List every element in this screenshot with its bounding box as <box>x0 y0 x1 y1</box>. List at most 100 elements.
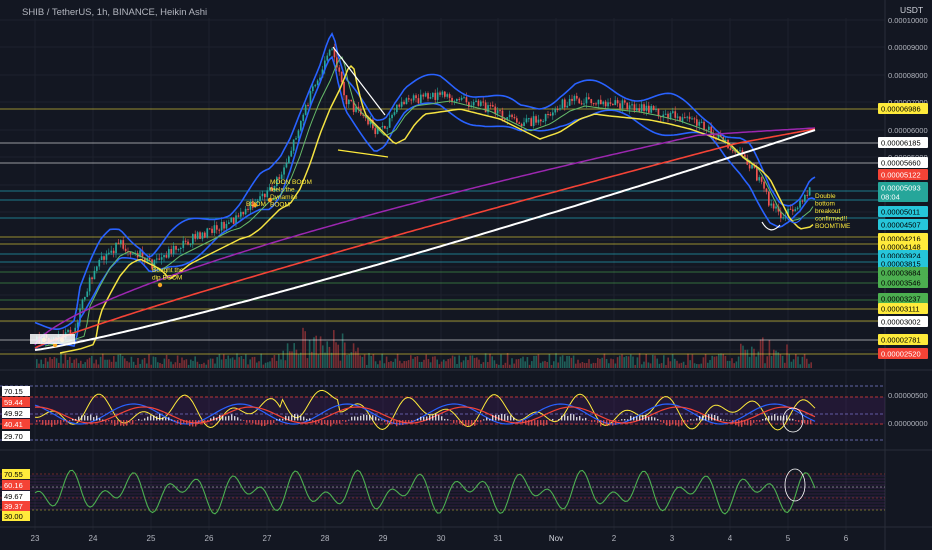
stoch-level-tag <box>2 511 30 521</box>
volume-bar <box>91 355 93 368</box>
volume-bar <box>405 361 408 368</box>
volume-bar <box>669 361 672 368</box>
volume-bar <box>258 361 260 368</box>
macd-histogram-bar <box>453 420 455 424</box>
macd-histogram-bar <box>318 420 320 424</box>
volume-bar <box>498 364 500 368</box>
candle-body <box>720 134 722 137</box>
macd-histogram-bar <box>537 420 539 427</box>
candle-body <box>110 250 113 253</box>
macd-histogram-bar <box>396 420 398 427</box>
volume-bar <box>667 357 669 368</box>
macd-histogram-bar <box>72 418 74 421</box>
volume-bar <box>119 353 122 368</box>
volume-bar <box>346 355 348 368</box>
macd-histogram-bar <box>297 414 299 421</box>
volume-bar <box>273 355 276 368</box>
macd-histogram-bar <box>726 419 728 421</box>
candle-body <box>316 80 319 85</box>
double-bottom-arc <box>784 214 804 224</box>
candle-body <box>88 277 91 292</box>
macd-histogram-bar <box>582 418 584 421</box>
volume-bar <box>341 333 344 368</box>
volume-bar <box>110 361 113 368</box>
macd-histogram-bar <box>402 420 404 426</box>
macd-histogram-bar <box>663 420 665 424</box>
candle-body <box>756 167 758 181</box>
volume-bar <box>687 353 689 368</box>
candle-body <box>172 245 175 254</box>
volume-bar <box>223 354 225 368</box>
volume-bar <box>702 357 705 368</box>
chart-title: SHIB / TetherUS, 1h, BINANCE, Heikin Ash… <box>22 7 207 18</box>
candle-body <box>160 257 163 260</box>
macd-histogram-bar <box>447 419 449 421</box>
volume-bar <box>64 353 67 368</box>
candle-body <box>268 187 271 191</box>
candle-body <box>86 291 89 297</box>
candle-body <box>772 203 775 209</box>
macd-histogram-bar <box>165 417 167 421</box>
volume-bar <box>766 356 768 368</box>
volume-bar <box>704 353 707 368</box>
candle-body <box>801 200 804 202</box>
candle-body <box>76 322 79 328</box>
macd-histogram-bar <box>753 420 755 423</box>
volume-bar <box>75 358 78 368</box>
macd-histogram-bar <box>60 420 62 425</box>
candle-body <box>396 104 398 113</box>
macd-histogram-bar <box>792 418 794 421</box>
candle-body <box>451 97 453 103</box>
volume-bar <box>553 361 555 368</box>
macd-histogram-bar <box>342 420 344 422</box>
volume-bar <box>185 359 188 368</box>
macd-histogram-bar <box>546 420 548 425</box>
macd-histogram-bar <box>474 420 476 426</box>
candle-body <box>225 223 228 229</box>
candle-body <box>724 139 727 141</box>
candle-body <box>753 164 756 168</box>
volume-bar <box>117 354 119 368</box>
volume-bar <box>625 355 628 368</box>
candle-body <box>688 116 691 119</box>
volume-bar <box>86 359 89 368</box>
price-tag-label: 0.00006986 <box>881 105 921 114</box>
volume-bar <box>546 362 548 368</box>
macd-histogram-bar <box>237 417 239 421</box>
candle-body <box>184 240 187 242</box>
time-tick-label: 27 <box>263 534 272 543</box>
volume-bar <box>658 363 661 368</box>
candle-body <box>652 106 655 111</box>
volume-bar <box>630 354 632 368</box>
volume-bar <box>102 353 104 368</box>
volume-bar <box>352 343 355 368</box>
macd-histogram-bar <box>384 420 386 423</box>
candle-body <box>465 97 468 103</box>
trend-line <box>332 46 386 116</box>
macd-histogram-bar <box>225 416 227 421</box>
volume-bar <box>121 356 124 368</box>
candle-body <box>240 211 242 217</box>
price-tag <box>878 191 928 202</box>
candle-body <box>523 122 525 127</box>
price-axis: 0.00010000 0.00009000 0.00008000 0.00007000… <box>878 16 928 359</box>
volume-bar <box>179 363 181 368</box>
time-tick-label: 30 <box>437 534 446 543</box>
macd-histogram-bar <box>618 420 620 422</box>
macd-histogram-bar <box>774 414 776 421</box>
volume-bar <box>623 357 625 368</box>
volume-bar <box>429 362 432 368</box>
candle-body <box>391 114 393 119</box>
macd-histogram-bar <box>657 419 659 421</box>
candle-body <box>204 232 206 238</box>
macd-histogram-bar <box>204 420 206 423</box>
macd-histogram-bar <box>411 420 413 422</box>
volume-bar <box>438 364 441 368</box>
volume-bar <box>689 360 691 368</box>
volume-bar <box>333 330 335 368</box>
candle-body <box>597 99 600 105</box>
volume-bar <box>247 364 249 368</box>
macd-histogram-bar <box>87 415 89 421</box>
price-tag-label: 0.00003002 <box>881 318 921 327</box>
